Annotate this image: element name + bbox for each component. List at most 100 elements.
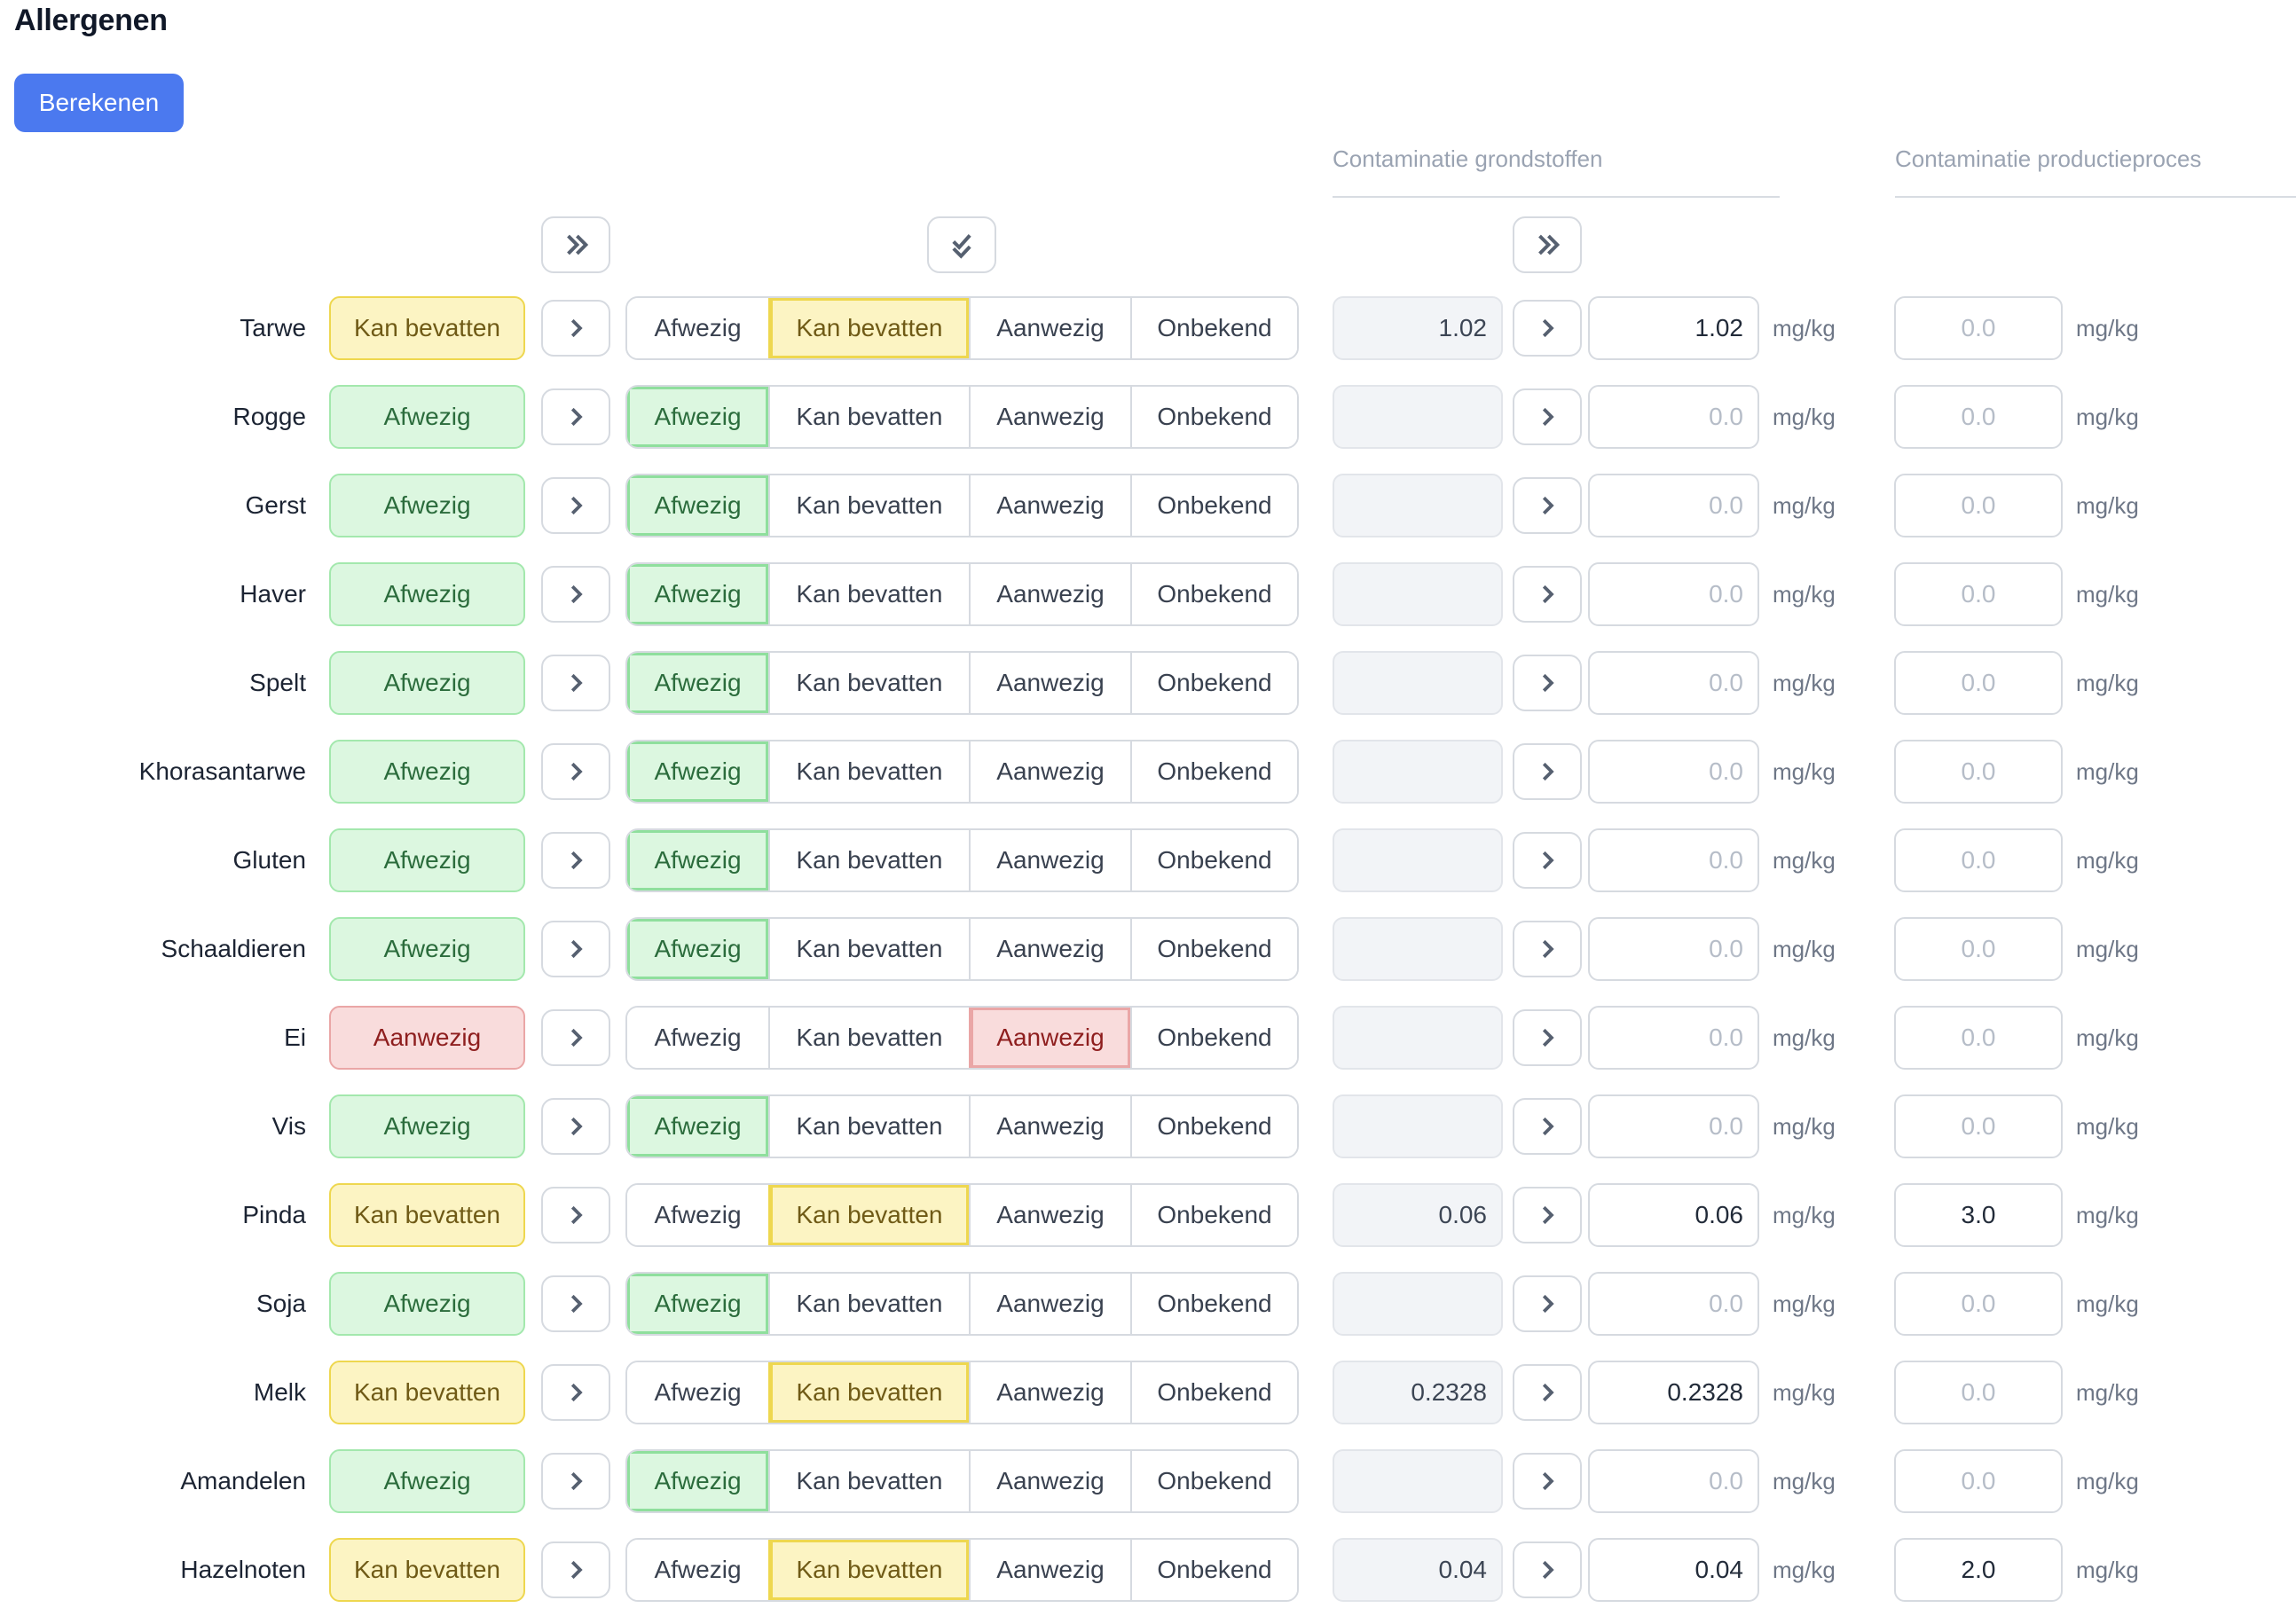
status-option-kan_bevatten[interactable]: Kan bevatten	[768, 298, 969, 358]
status-option-onbekend[interactable]: Onbekend	[1130, 387, 1297, 447]
copy-status-button[interactable]	[541, 1364, 610, 1421]
status-option-afwezig[interactable]: Afwezig	[627, 387, 768, 447]
copy-contamination-button[interactable]	[1513, 388, 1582, 445]
status-option-aanwezig[interactable]: Aanwezig	[969, 653, 1130, 713]
status-option-kan_bevatten[interactable]: Kan bevatten	[768, 1274, 969, 1334]
status-option-aanwezig[interactable]: Aanwezig	[969, 741, 1130, 802]
status-option-afwezig[interactable]: Afwezig	[627, 1451, 768, 1511]
productieproces-value-input[interactable]	[1894, 385, 2063, 449]
status-option-kan_bevatten[interactable]: Kan bevatten	[768, 1540, 969, 1600]
status-option-aanwezig[interactable]: Aanwezig	[969, 1274, 1130, 1334]
status-option-kan_bevatten[interactable]: Kan bevatten	[768, 475, 969, 536]
productieproces-value-input[interactable]	[1894, 474, 2063, 537]
status-option-aanwezig[interactable]: Aanwezig	[969, 1185, 1130, 1245]
status-option-onbekend[interactable]: Onbekend	[1130, 1451, 1297, 1511]
grondstof-value-input[interactable]	[1588, 474, 1759, 537]
grondstof-value-input[interactable]	[1588, 1538, 1759, 1602]
copy-status-button[interactable]	[541, 477, 610, 534]
copy-all-contamination-button[interactable]	[1513, 216, 1582, 273]
productieproces-value-input[interactable]	[1894, 1006, 2063, 1070]
status-option-aanwezig[interactable]: Aanwezig	[969, 919, 1130, 979]
copy-contamination-button[interactable]	[1513, 1275, 1582, 1332]
grondstof-value-input[interactable]	[1588, 385, 1759, 449]
status-option-aanwezig[interactable]: Aanwezig	[969, 1008, 1130, 1068]
grondstof-value-input[interactable]	[1588, 1361, 1759, 1424]
copy-contamination-button[interactable]	[1513, 566, 1582, 623]
status-option-onbekend[interactable]: Onbekend	[1130, 741, 1297, 802]
status-option-onbekend[interactable]: Onbekend	[1130, 1185, 1297, 1245]
copy-status-button[interactable]	[541, 300, 610, 357]
copy-status-button[interactable]	[541, 1098, 610, 1155]
copy-status-button[interactable]	[541, 655, 610, 711]
productieproces-value-input[interactable]	[1894, 1272, 2063, 1336]
status-option-afwezig[interactable]: Afwezig	[627, 741, 768, 802]
status-option-afwezig[interactable]: Afwezig	[627, 298, 768, 358]
status-option-afwezig[interactable]: Afwezig	[627, 564, 768, 624]
status-option-onbekend[interactable]: Onbekend	[1130, 1008, 1297, 1068]
copy-status-button[interactable]	[541, 743, 610, 800]
status-option-afwezig[interactable]: Afwezig	[627, 1274, 768, 1334]
copy-status-button[interactable]	[541, 921, 610, 977]
grondstof-value-input[interactable]	[1588, 651, 1759, 715]
grondstof-value-input[interactable]	[1588, 917, 1759, 981]
status-option-aanwezig[interactable]: Aanwezig	[969, 830, 1130, 890]
status-option-onbekend[interactable]: Onbekend	[1130, 298, 1297, 358]
productieproces-value-input[interactable]	[1894, 651, 2063, 715]
copy-contamination-button[interactable]	[1513, 832, 1582, 889]
productieproces-value-input[interactable]	[1894, 1538, 2063, 1602]
copy-contamination-button[interactable]	[1513, 1453, 1582, 1510]
status-option-aanwezig[interactable]: Aanwezig	[969, 1451, 1130, 1511]
status-option-afwezig[interactable]: Afwezig	[627, 1362, 768, 1423]
status-option-onbekend[interactable]: Onbekend	[1130, 919, 1297, 979]
status-option-kan_bevatten[interactable]: Kan bevatten	[768, 1008, 969, 1068]
status-option-afwezig[interactable]: Afwezig	[627, 919, 768, 979]
status-option-afwezig[interactable]: Afwezig	[627, 1185, 768, 1245]
status-option-onbekend[interactable]: Onbekend	[1130, 1274, 1297, 1334]
status-option-afwezig[interactable]: Afwezig	[627, 830, 768, 890]
copy-contamination-button[interactable]	[1513, 1009, 1582, 1066]
copy-status-button[interactable]	[541, 1009, 610, 1066]
copy-contamination-button[interactable]	[1513, 1541, 1582, 1598]
status-option-onbekend[interactable]: Onbekend	[1130, 830, 1297, 890]
status-option-kan_bevatten[interactable]: Kan bevatten	[768, 830, 969, 890]
status-option-afwezig[interactable]: Afwezig	[627, 1096, 768, 1157]
status-option-afwezig[interactable]: Afwezig	[627, 653, 768, 713]
copy-status-button[interactable]	[541, 1453, 610, 1510]
grondstof-value-input[interactable]	[1588, 1094, 1759, 1158]
copy-status-button[interactable]	[541, 1275, 610, 1332]
productieproces-value-input[interactable]	[1894, 740, 2063, 804]
copy-status-button[interactable]	[541, 566, 610, 623]
grondstof-value-input[interactable]	[1588, 828, 1759, 892]
status-option-onbekend[interactable]: Onbekend	[1130, 475, 1297, 536]
productieproces-value-input[interactable]	[1894, 296, 2063, 360]
grondstof-value-input[interactable]	[1588, 1449, 1759, 1513]
productieproces-value-input[interactable]	[1894, 1361, 2063, 1424]
productieproces-value-input[interactable]	[1894, 828, 2063, 892]
copy-status-button[interactable]	[541, 388, 610, 445]
grondstof-value-input[interactable]	[1588, 1183, 1759, 1247]
status-option-onbekend[interactable]: Onbekend	[1130, 1096, 1297, 1157]
copy-contamination-button[interactable]	[1513, 743, 1582, 800]
status-option-kan_bevatten[interactable]: Kan bevatten	[768, 1096, 969, 1157]
status-option-kan_bevatten[interactable]: Kan bevatten	[768, 653, 969, 713]
confirm-all-status-button[interactable]	[927, 216, 996, 273]
productieproces-value-input[interactable]	[1894, 562, 2063, 626]
copy-contamination-button[interactable]	[1513, 921, 1582, 977]
status-option-kan_bevatten[interactable]: Kan bevatten	[768, 741, 969, 802]
copy-contamination-button[interactable]	[1513, 477, 1582, 534]
grondstof-value-input[interactable]	[1588, 1006, 1759, 1070]
status-option-aanwezig[interactable]: Aanwezig	[969, 1540, 1130, 1600]
status-option-kan_bevatten[interactable]: Kan bevatten	[768, 1362, 969, 1423]
status-option-kan_bevatten[interactable]: Kan bevatten	[768, 387, 969, 447]
status-option-aanwezig[interactable]: Aanwezig	[969, 298, 1130, 358]
productieproces-value-input[interactable]	[1894, 1183, 2063, 1247]
status-option-aanwezig[interactable]: Aanwezig	[969, 475, 1130, 536]
copy-status-button[interactable]	[541, 1541, 610, 1598]
status-option-onbekend[interactable]: Onbekend	[1130, 653, 1297, 713]
copy-all-status-button[interactable]	[541, 216, 610, 273]
productieproces-value-input[interactable]	[1894, 1094, 2063, 1158]
status-option-onbekend[interactable]: Onbekend	[1130, 1362, 1297, 1423]
status-option-kan_bevatten[interactable]: Kan bevatten	[768, 919, 969, 979]
status-option-kan_bevatten[interactable]: Kan bevatten	[768, 1185, 969, 1245]
status-option-aanwezig[interactable]: Aanwezig	[969, 1362, 1130, 1423]
